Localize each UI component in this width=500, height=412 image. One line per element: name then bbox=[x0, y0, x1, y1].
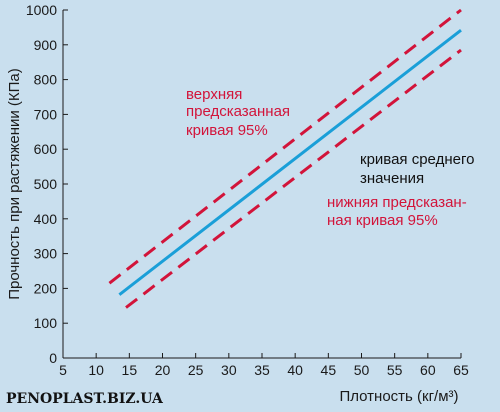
y-axis-label: Прочность при растяжении (КПа) bbox=[6, 68, 23, 300]
y-tick-label: 600 bbox=[34, 141, 58, 157]
x-tick-label: 60 bbox=[420, 362, 436, 378]
y-tick-label: 700 bbox=[34, 106, 58, 122]
mean-value-curve bbox=[118, 28, 462, 296]
x-tick-label: 40 bbox=[287, 362, 303, 378]
y-tick-label: 1000 bbox=[26, 2, 57, 18]
mean-annotation-line-2: значения bbox=[360, 170, 424, 187]
x-tick-label: 55 bbox=[387, 362, 403, 378]
mean-curve-annotation: кривая среднего значения bbox=[360, 151, 479, 187]
upper-annotation-line-1: верхняя bbox=[186, 86, 242, 103]
y-tick-label: 300 bbox=[34, 246, 58, 262]
y-tick-label: 800 bbox=[34, 72, 58, 88]
y-tick-label: 500 bbox=[34, 176, 58, 192]
lower-annotation-line-2: ная кривая 95% bbox=[327, 212, 438, 229]
upper-annotation-line-2: предсказанная bbox=[186, 103, 290, 120]
x-tick-label: 35 bbox=[254, 362, 270, 378]
mean-annotation-line-1: кривая среднего bbox=[360, 151, 474, 168]
series-lines bbox=[108, 8, 462, 309]
x-tick-label: 10 bbox=[88, 362, 104, 378]
y-axis-ticks: 0 100 200 300 400 500 600 700 800 900 1000 bbox=[26, 2, 68, 366]
y-tick-label: 100 bbox=[34, 315, 58, 331]
x-axis-ticks: 5 10 15 20 25 30 35 40 45 50 55 60 65 bbox=[59, 353, 469, 378]
upper-95-prediction-curve bbox=[108, 8, 462, 285]
x-tick-label: 15 bbox=[122, 362, 138, 378]
x-tick-label: 45 bbox=[321, 362, 337, 378]
y-tick-label: 0 bbox=[49, 350, 57, 366]
upper-curve-annotation: верхняя предсказанная кривая 95% bbox=[186, 86, 294, 139]
y-tick-label: 400 bbox=[34, 211, 58, 227]
x-tick-label: 30 bbox=[221, 362, 237, 378]
x-tick-label: 65 bbox=[453, 362, 469, 378]
x-tick-label: 25 bbox=[188, 362, 204, 378]
x-axis-label: Плотность (кг/м³) bbox=[339, 388, 458, 405]
y-tick-label: 200 bbox=[34, 280, 58, 296]
x-tick-label: 50 bbox=[354, 362, 370, 378]
lower-annotation-line-1: нижняя предсказан- bbox=[327, 194, 467, 211]
upper-annotation-line-3: кривая 95% bbox=[186, 122, 268, 139]
lower-curve-annotation: нижняя предсказан- ная кривая 95% bbox=[327, 194, 471, 229]
lower-95-prediction-curve bbox=[125, 48, 462, 309]
y-tick-label: 900 bbox=[34, 37, 58, 53]
site-watermark: PENOPLAST.BIZ.UA bbox=[6, 391, 164, 407]
x-tick-label: 5 bbox=[59, 362, 67, 378]
x-tick-label: 20 bbox=[155, 362, 171, 378]
